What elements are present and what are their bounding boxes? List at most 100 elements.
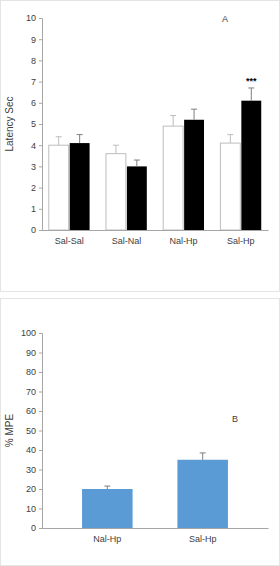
y-tick-label: 10 [26, 13, 36, 23]
x-tick: Sal-Sal [55, 230, 84, 246]
bar [163, 126, 183, 230]
error-bar [77, 135, 83, 143]
error-bar [248, 88, 254, 101]
y-tick-mark [39, 450, 42, 451]
y-tick-label: 2 [31, 183, 36, 193]
y-tick-mark [39, 39, 42, 40]
y-tick: 50 [26, 426, 42, 436]
error-bar [227, 135, 233, 143]
x-tick-label: Sal-Nal [112, 236, 142, 246]
y-tick: 80 [26, 367, 42, 377]
y-tick-mark [39, 372, 42, 373]
y-axis-title: % MPE [4, 414, 15, 448]
y-tick: 10 [26, 504, 42, 514]
error-line [115, 145, 116, 153]
y-tick-label: 80 [26, 367, 36, 377]
y-tick-mark [39, 124, 42, 125]
error-line [202, 453, 203, 460]
error-line [173, 116, 174, 127]
bar [70, 143, 90, 230]
y-tick-label: 5 [31, 119, 36, 129]
x-tick: Sal-Nal [112, 230, 142, 246]
chart-panel: 0102030405060708090100Nal-HpSal-Hp% MPEB [1, 299, 280, 566]
y-tick: 2 [31, 183, 42, 193]
y-tick: 9 [31, 35, 42, 45]
y-tick: 40 [26, 445, 42, 455]
y-tick-mark [39, 333, 42, 334]
y-tick: 30 [26, 465, 42, 475]
y-tick-label: 7 [31, 77, 36, 87]
error-cap [56, 136, 62, 137]
bars [49, 88, 261, 230]
error-cap [134, 160, 140, 161]
y-tick-mark [39, 431, 42, 432]
y-tick: 5 [31, 119, 42, 129]
y-tick: 8 [31, 56, 42, 66]
y-tick: 6 [31, 98, 42, 108]
error-line [230, 135, 231, 143]
error-bar [56, 137, 62, 145]
x-tick-label: Sal-Hp [189, 534, 217, 544]
y-tick-mark [39, 528, 42, 529]
y-tick-mark [39, 188, 42, 189]
bar [241, 101, 261, 230]
y-tick: 1 [31, 204, 42, 214]
error-cap [227, 134, 233, 135]
error-line [194, 109, 195, 120]
error-cap [113, 145, 119, 146]
panel-frame [1, 299, 280, 566]
y-tick: 100 [21, 328, 42, 338]
x-tick: Sal-Hp [227, 230, 255, 246]
x-axis: Sal-Sal Sal-Nal Nal-Hp Sal-Hp [43, 230, 269, 246]
x-tick: Nal-Hp [93, 528, 121, 544]
y-tick-mark [39, 353, 42, 354]
panel-label: A [222, 14, 228, 24]
bar [82, 489, 133, 528]
error-cap [191, 109, 197, 110]
y-tick: 4 [31, 141, 42, 151]
y-tick-label: 30 [26, 465, 36, 475]
x-tick-label: Nal-Hp [93, 534, 121, 544]
error-cap [170, 115, 176, 116]
y-tick-mark [39, 145, 42, 146]
bar [177, 460, 228, 528]
x-tick: Nal-Hp [170, 230, 198, 246]
y-tick-label: 100 [21, 328, 36, 338]
bars [82, 453, 228, 528]
y-tick-label: 8 [31, 56, 36, 66]
error-line [136, 160, 137, 166]
error-bar [170, 116, 176, 127]
y-tick-label: 3 [31, 162, 36, 172]
error-line [58, 137, 59, 145]
bar [127, 166, 147, 230]
x-tick: Sal-Hp [189, 528, 217, 544]
chart-panel: 012345678910Sal-SalSal-NalNal-HpSal-Hp**… [1, 1, 280, 292]
y-tick: 0 [31, 523, 42, 533]
panel-label: B [232, 414, 238, 424]
x-tick-label: Sal-Sal [55, 236, 84, 246]
y-tick-label: 0 [31, 523, 36, 533]
plot-area: 012345678910Sal-SalSal-NalNal-HpSal-Hp**… [26, 13, 269, 245]
y-tick-label: 4 [31, 141, 36, 151]
y-tick-label: 9 [31, 35, 36, 45]
bar [106, 154, 126, 230]
y-tick-label: 0 [31, 225, 36, 235]
y-tick-mark [39, 166, 42, 167]
y-tick: 90 [26, 348, 42, 358]
y-tick-mark [39, 82, 42, 83]
bar [49, 145, 69, 230]
figure: 012345678910Sal-SalSal-NalNal-HpSal-Hp**… [0, 0, 280, 566]
x-tick-label: Nal-Hp [170, 236, 198, 246]
y-tick-label: 60 [26, 406, 36, 416]
error-cap [248, 87, 254, 88]
x-tick-label: Sal-Hp [227, 236, 255, 246]
y-tick: 60 [26, 406, 42, 416]
y-tick-label: 90 [26, 348, 36, 358]
y-tick: 20 [26, 484, 42, 494]
error-cap [104, 486, 110, 487]
y-tick-label: 50 [26, 426, 36, 436]
y-axis: 0 1 2 3 4 5 6 7 8 9 10 [26, 13, 43, 235]
error-bar [113, 145, 119, 153]
y-axis-title: Latency Sec [4, 96, 15, 151]
y-tick-mark [39, 470, 42, 471]
